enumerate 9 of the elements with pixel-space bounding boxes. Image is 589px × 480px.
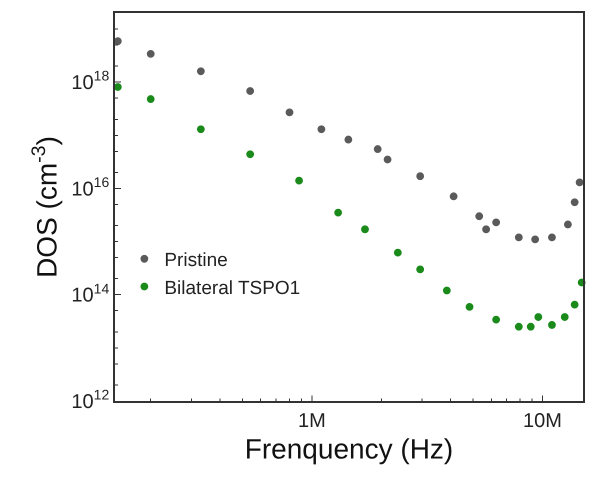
legend-label: Bilateral TSPO1	[164, 278, 300, 299]
y-tick-label: 10$^{18}$	[71, 68, 110, 94]
y-tick-label: 10$^{16}$	[71, 174, 110, 200]
x-axis-title: Frenquency (Hz)	[244, 433, 454, 464]
x-tick-label: 1M	[298, 410, 326, 432]
y-tick-label: 10$^{14}$	[71, 280, 110, 307]
legend-label: Pristine	[164, 250, 228, 272]
y-tick-label: 10$^{12}$	[71, 386, 110, 413]
x-tick-label: 10M	[522, 410, 562, 432]
